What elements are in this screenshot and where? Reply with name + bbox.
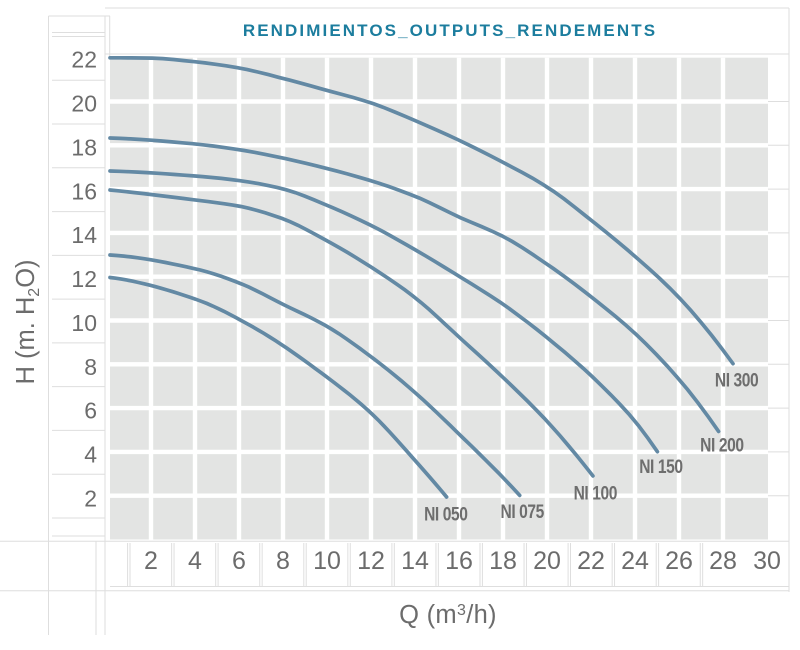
svg-text:18: 18	[489, 547, 517, 575]
svg-text:30: 30	[753, 547, 781, 575]
svg-text:Q (m3/h): Q (m3/h)	[399, 601, 497, 629]
svg-text:NI 100: NI 100	[574, 482, 617, 504]
svg-text:16: 16	[71, 178, 97, 204]
svg-text:RENDIMIENTOS_OUTPUTS_RENDEMENT: RENDIMIENTOS_OUTPUTS_RENDEMENTS	[243, 21, 657, 40]
svg-text:4: 4	[188, 547, 202, 575]
svg-text:H (m. H2O): H (m. H2O)	[12, 259, 43, 384]
svg-text:6: 6	[84, 398, 97, 424]
svg-text:NI 075: NI 075	[500, 501, 544, 523]
svg-text:20: 20	[533, 547, 561, 575]
svg-text:12: 12	[71, 266, 97, 292]
svg-text:10: 10	[313, 547, 341, 575]
svg-text:22: 22	[577, 547, 605, 575]
svg-text:14: 14	[401, 547, 429, 575]
svg-text:4: 4	[84, 442, 97, 468]
svg-text:8: 8	[276, 547, 290, 575]
svg-text:6: 6	[232, 547, 246, 575]
svg-text:2: 2	[144, 547, 158, 575]
svg-text:NI 300: NI 300	[715, 369, 758, 391]
svg-text:12: 12	[357, 547, 385, 575]
svg-text:18: 18	[71, 135, 97, 161]
svg-text:NI 050: NI 050	[424, 503, 467, 525]
svg-text:10: 10	[71, 310, 97, 336]
svg-text:NI 150: NI 150	[639, 456, 682, 478]
svg-text:8: 8	[84, 354, 97, 380]
svg-text:22: 22	[71, 47, 97, 73]
svg-text:20: 20	[71, 91, 97, 117]
svg-text:26: 26	[665, 547, 693, 575]
svg-text:28: 28	[709, 547, 737, 575]
svg-text:24: 24	[621, 547, 649, 575]
svg-text:2: 2	[84, 486, 97, 512]
svg-text:16: 16	[445, 547, 473, 575]
svg-text:NI 200: NI 200	[700, 434, 743, 456]
svg-text:14: 14	[71, 222, 97, 248]
